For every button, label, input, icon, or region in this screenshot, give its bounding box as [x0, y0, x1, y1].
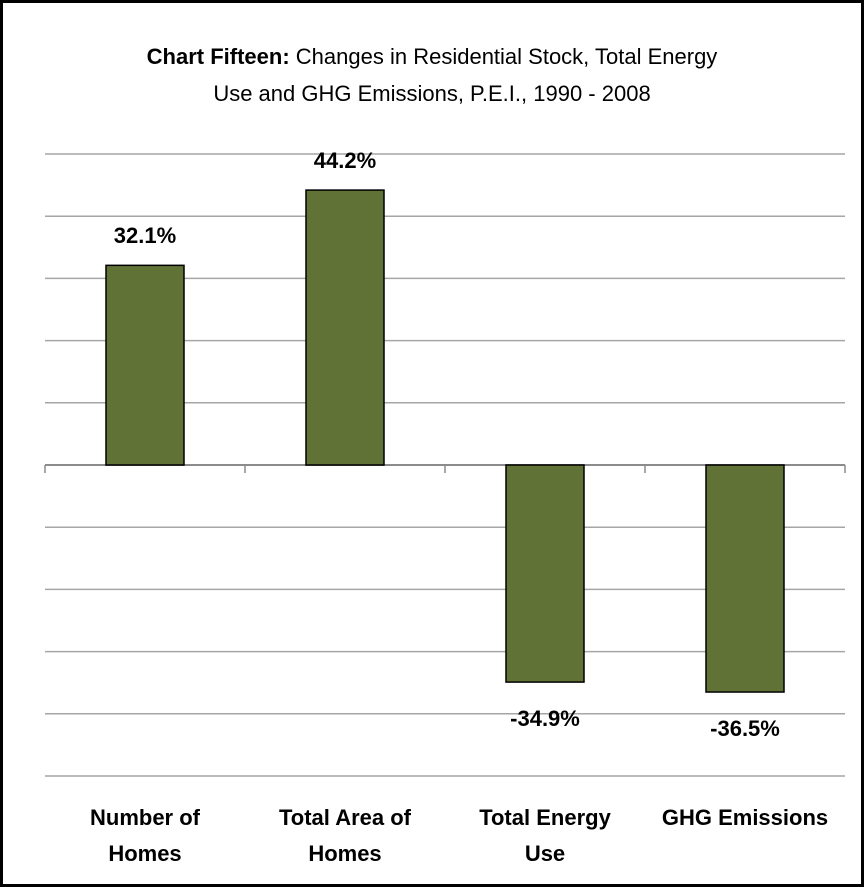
bar: [305, 189, 385, 466]
value-label: 44.2%: [314, 148, 376, 173]
bar: [705, 464, 785, 693]
x-tick-label: GHG Emissions: [661, 805, 829, 830]
x-tick-label: Number of Homes: [90, 805, 200, 866]
bar: [505, 464, 585, 683]
title-label: Chart Fifteen:: [146, 44, 290, 69]
title-text: Chart Fifteen: Changes in Residential St…: [137, 38, 727, 112]
value-label: 32.1%: [114, 223, 176, 248]
chart-title: Changes in Residential Stock, Total Ener…: [213, 44, 718, 106]
x-tick-label: Total Energy Use: [479, 805, 611, 866]
x-tick-label: Total Area of Homes: [278, 805, 411, 866]
title-box: Chart Fifteen: Changes in Residential St…: [0, 38, 864, 112]
value-label: -36.5%: [710, 716, 780, 741]
value-label: -34.9%: [510, 706, 580, 731]
bar: [105, 264, 185, 466]
